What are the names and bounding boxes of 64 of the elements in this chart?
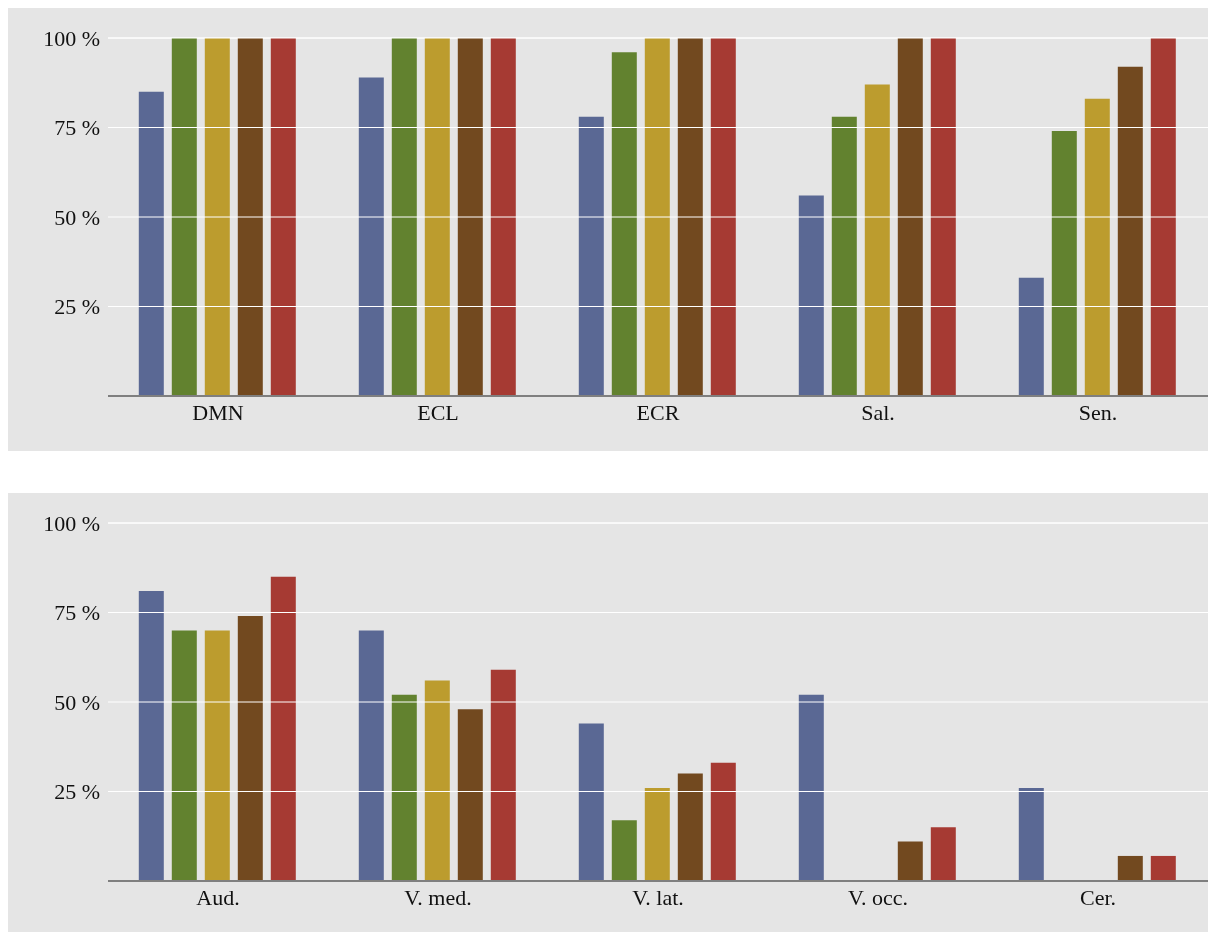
bar	[1117, 66, 1143, 396]
x-tick-label: Aud.	[196, 884, 240, 910]
bar	[391, 694, 417, 881]
bar	[798, 195, 824, 396]
bar	[864, 84, 890, 396]
bar	[358, 77, 384, 396]
x-tick-label: V. occ.	[847, 884, 909, 910]
bar	[204, 38, 230, 396]
y-tick-label: 100 %	[43, 510, 100, 536]
bar	[710, 762, 736, 881]
y-tick-label: 25 %	[54, 294, 100, 320]
bar	[171, 630, 197, 881]
bar	[270, 38, 296, 396]
bar	[358, 630, 384, 881]
bar	[1084, 98, 1110, 396]
bar	[204, 630, 230, 881]
bar	[391, 38, 417, 396]
bar	[138, 591, 164, 881]
bar	[1150, 38, 1176, 396]
y-tick-label: 50 %	[54, 689, 100, 715]
x-tick-label: Cer.	[1079, 884, 1117, 910]
bar	[611, 52, 637, 396]
bar	[578, 116, 604, 396]
y-tick-label: 50 %	[54, 204, 100, 230]
bar	[644, 38, 670, 396]
bar	[1018, 787, 1044, 881]
bar	[457, 709, 483, 881]
bar	[710, 38, 736, 396]
bar	[578, 723, 604, 881]
bar	[490, 669, 516, 881]
x-tick-label: ECL	[417, 399, 459, 425]
y-tick-label: 25 %	[54, 779, 100, 805]
bar	[237, 38, 263, 396]
bar	[644, 787, 670, 881]
bar	[930, 827, 956, 881]
bar	[424, 680, 450, 881]
bar	[798, 694, 824, 881]
bar	[611, 820, 637, 881]
y-tick-label: 100 %	[43, 25, 100, 51]
y-tick-label: 75 %	[54, 600, 100, 626]
bar	[270, 576, 296, 881]
x-tick-label: DMN	[192, 399, 244, 425]
bar	[1018, 277, 1044, 396]
bar	[424, 38, 450, 396]
bar	[138, 91, 164, 396]
bar	[1117, 855, 1143, 881]
bar	[930, 38, 956, 396]
x-tick-label: V. lat.	[632, 884, 684, 910]
x-tick-label: ECR	[636, 399, 680, 425]
bar	[831, 116, 857, 396]
bar	[677, 773, 703, 881]
bar	[677, 38, 703, 396]
x-tick-label: Sen.	[1078, 399, 1118, 425]
x-tick-label: Sal.	[861, 399, 895, 425]
bar	[490, 38, 516, 396]
bar	[171, 38, 197, 396]
x-tick-label: V. med.	[404, 884, 472, 910]
bar	[237, 616, 263, 881]
bar	[1051, 131, 1077, 396]
bar	[1150, 855, 1176, 881]
bar	[897, 841, 923, 881]
bar	[897, 38, 923, 396]
y-tick-label: 75 %	[54, 115, 100, 141]
bar	[457, 38, 483, 396]
